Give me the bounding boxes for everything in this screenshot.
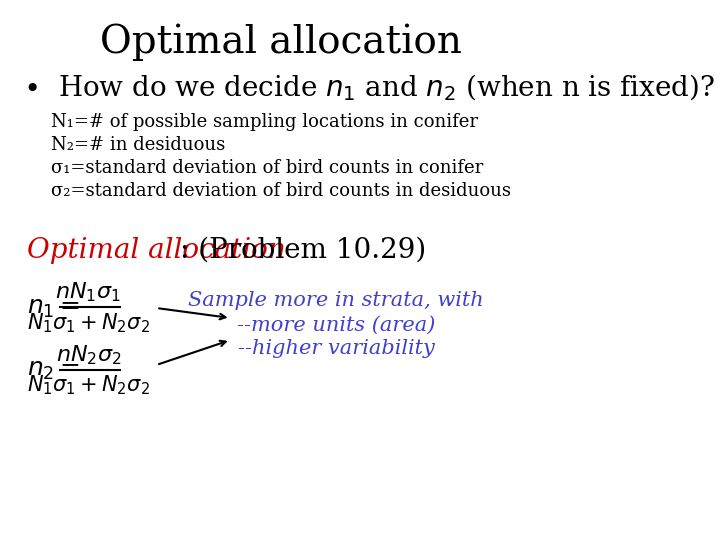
- Text: N₁=# of possible sampling locations in conifer: N₁=# of possible sampling locations in c…: [51, 113, 478, 131]
- Text: $\bullet$  How do we decide $n_1$ and $n_2$ (when n is fixed)?: $\bullet$ How do we decide $n_1$ and $n_…: [24, 73, 716, 103]
- Text: $nN_2\sigma_2$: $nN_2\sigma_2$: [55, 343, 121, 367]
- Text: Sample more in strata, with: Sample more in strata, with: [188, 291, 484, 309]
- Text: Optimal allocation: Optimal allocation: [100, 23, 462, 60]
- Text: --higher variability: --higher variability: [238, 339, 434, 357]
- Text: $N_1\sigma_1 + N_2\sigma_2$: $N_1\sigma_1 + N_2\sigma_2$: [27, 373, 150, 397]
- Text: N₂=# in desiduous: N₂=# in desiduous: [51, 136, 225, 154]
- Text: σ₁=standard deviation of bird counts in conifer: σ₁=standard deviation of bird counts in …: [51, 159, 483, 177]
- Text: --more units (area): --more units (area): [237, 315, 435, 334]
- Text: $nN_1\sigma_1$: $nN_1\sigma_1$: [55, 280, 121, 304]
- Text: Optimal allocation: Optimal allocation: [27, 237, 286, 264]
- Text: $n_1 = $: $n_1 = $: [27, 296, 80, 320]
- Text: $N_1\sigma_1 + N_2\sigma_2$: $N_1\sigma_1 + N_2\sigma_2$: [27, 311, 150, 335]
- Text: $n_2 = $: $n_2 = $: [27, 359, 80, 381]
- Text: : (Problem 10.29): : (Problem 10.29): [180, 237, 426, 264]
- Text: σ₂=standard deviation of bird counts in desiduous: σ₂=standard deviation of bird counts in …: [51, 182, 510, 200]
